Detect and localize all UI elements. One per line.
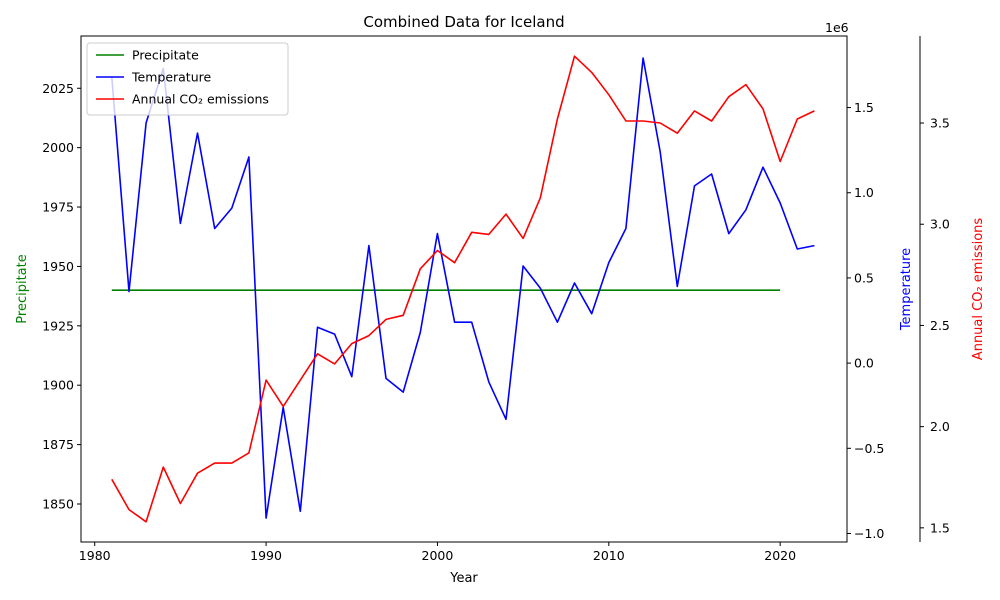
y-right-tick-label: −0.5 <box>854 441 884 456</box>
legend: Precipitate Temperature Annual CO₂ emissio… <box>86 42 289 116</box>
y-outer-tick-label: 1.5 <box>930 520 950 535</box>
series-line-temp <box>111 57 815 519</box>
y-left-tick-label: 1850 <box>42 496 74 511</box>
y-right-tick-label: 0.5 <box>854 270 874 285</box>
legend-label: Precipitate <box>132 48 199 63</box>
legend-box <box>86 42 289 116</box>
y-outer-tick-label: 3.0 <box>930 217 950 232</box>
y-right-tick-label: 1.5 <box>854 100 874 115</box>
y-right-offset-label: 1e6 <box>825 20 849 35</box>
y-left-tick-label: 1950 <box>42 259 74 274</box>
x-axis-title: Year <box>449 571 478 586</box>
y-outer-axis-title: Annual CO₂ emissions <box>971 218 986 361</box>
y-left-tick-label: 1875 <box>42 437 74 452</box>
chart-title: Combined Data for Iceland <box>363 13 564 31</box>
y-left-axis-title: Precipitate <box>15 254 30 323</box>
y-outer-tick-label: 2.0 <box>930 419 950 434</box>
x-tick-label: 2020 <box>764 548 796 563</box>
y-outer-tick-label: 3.5 <box>930 116 950 131</box>
axes: 1980 1990 2000 2010 2020 Year 1850 1875 1900 1925… <box>15 20 986 586</box>
y-right-axis-title: Temperature <box>899 248 914 331</box>
plot-frame <box>80 35 848 543</box>
x-tick-label: 2000 <box>422 548 454 563</box>
x-tick-label: 1990 <box>250 548 282 563</box>
legend-label: Temperature <box>131 70 211 85</box>
y-left-tick-label: 2000 <box>42 140 74 155</box>
y-left-tick-label: 1900 <box>42 378 74 393</box>
y-right-tick-label: 1.0 <box>854 185 874 200</box>
x-tick-label: 1980 <box>79 548 111 563</box>
y-left-tick-label: 1975 <box>42 200 74 215</box>
y-right-tick-label: −1.0 <box>854 526 884 541</box>
y-right-tick-label: 0.0 <box>854 356 874 371</box>
y-left-tick-label: 1925 <box>42 318 74 333</box>
y-left-tick-label: 2025 <box>42 81 74 96</box>
plot-area <box>111 55 815 523</box>
legend-label: Annual CO₂ emissions <box>132 92 269 107</box>
y-outer-tick-label: 2.5 <box>930 318 950 333</box>
x-tick-label: 2010 <box>593 548 625 563</box>
series-line-co2 <box>111 55 815 523</box>
